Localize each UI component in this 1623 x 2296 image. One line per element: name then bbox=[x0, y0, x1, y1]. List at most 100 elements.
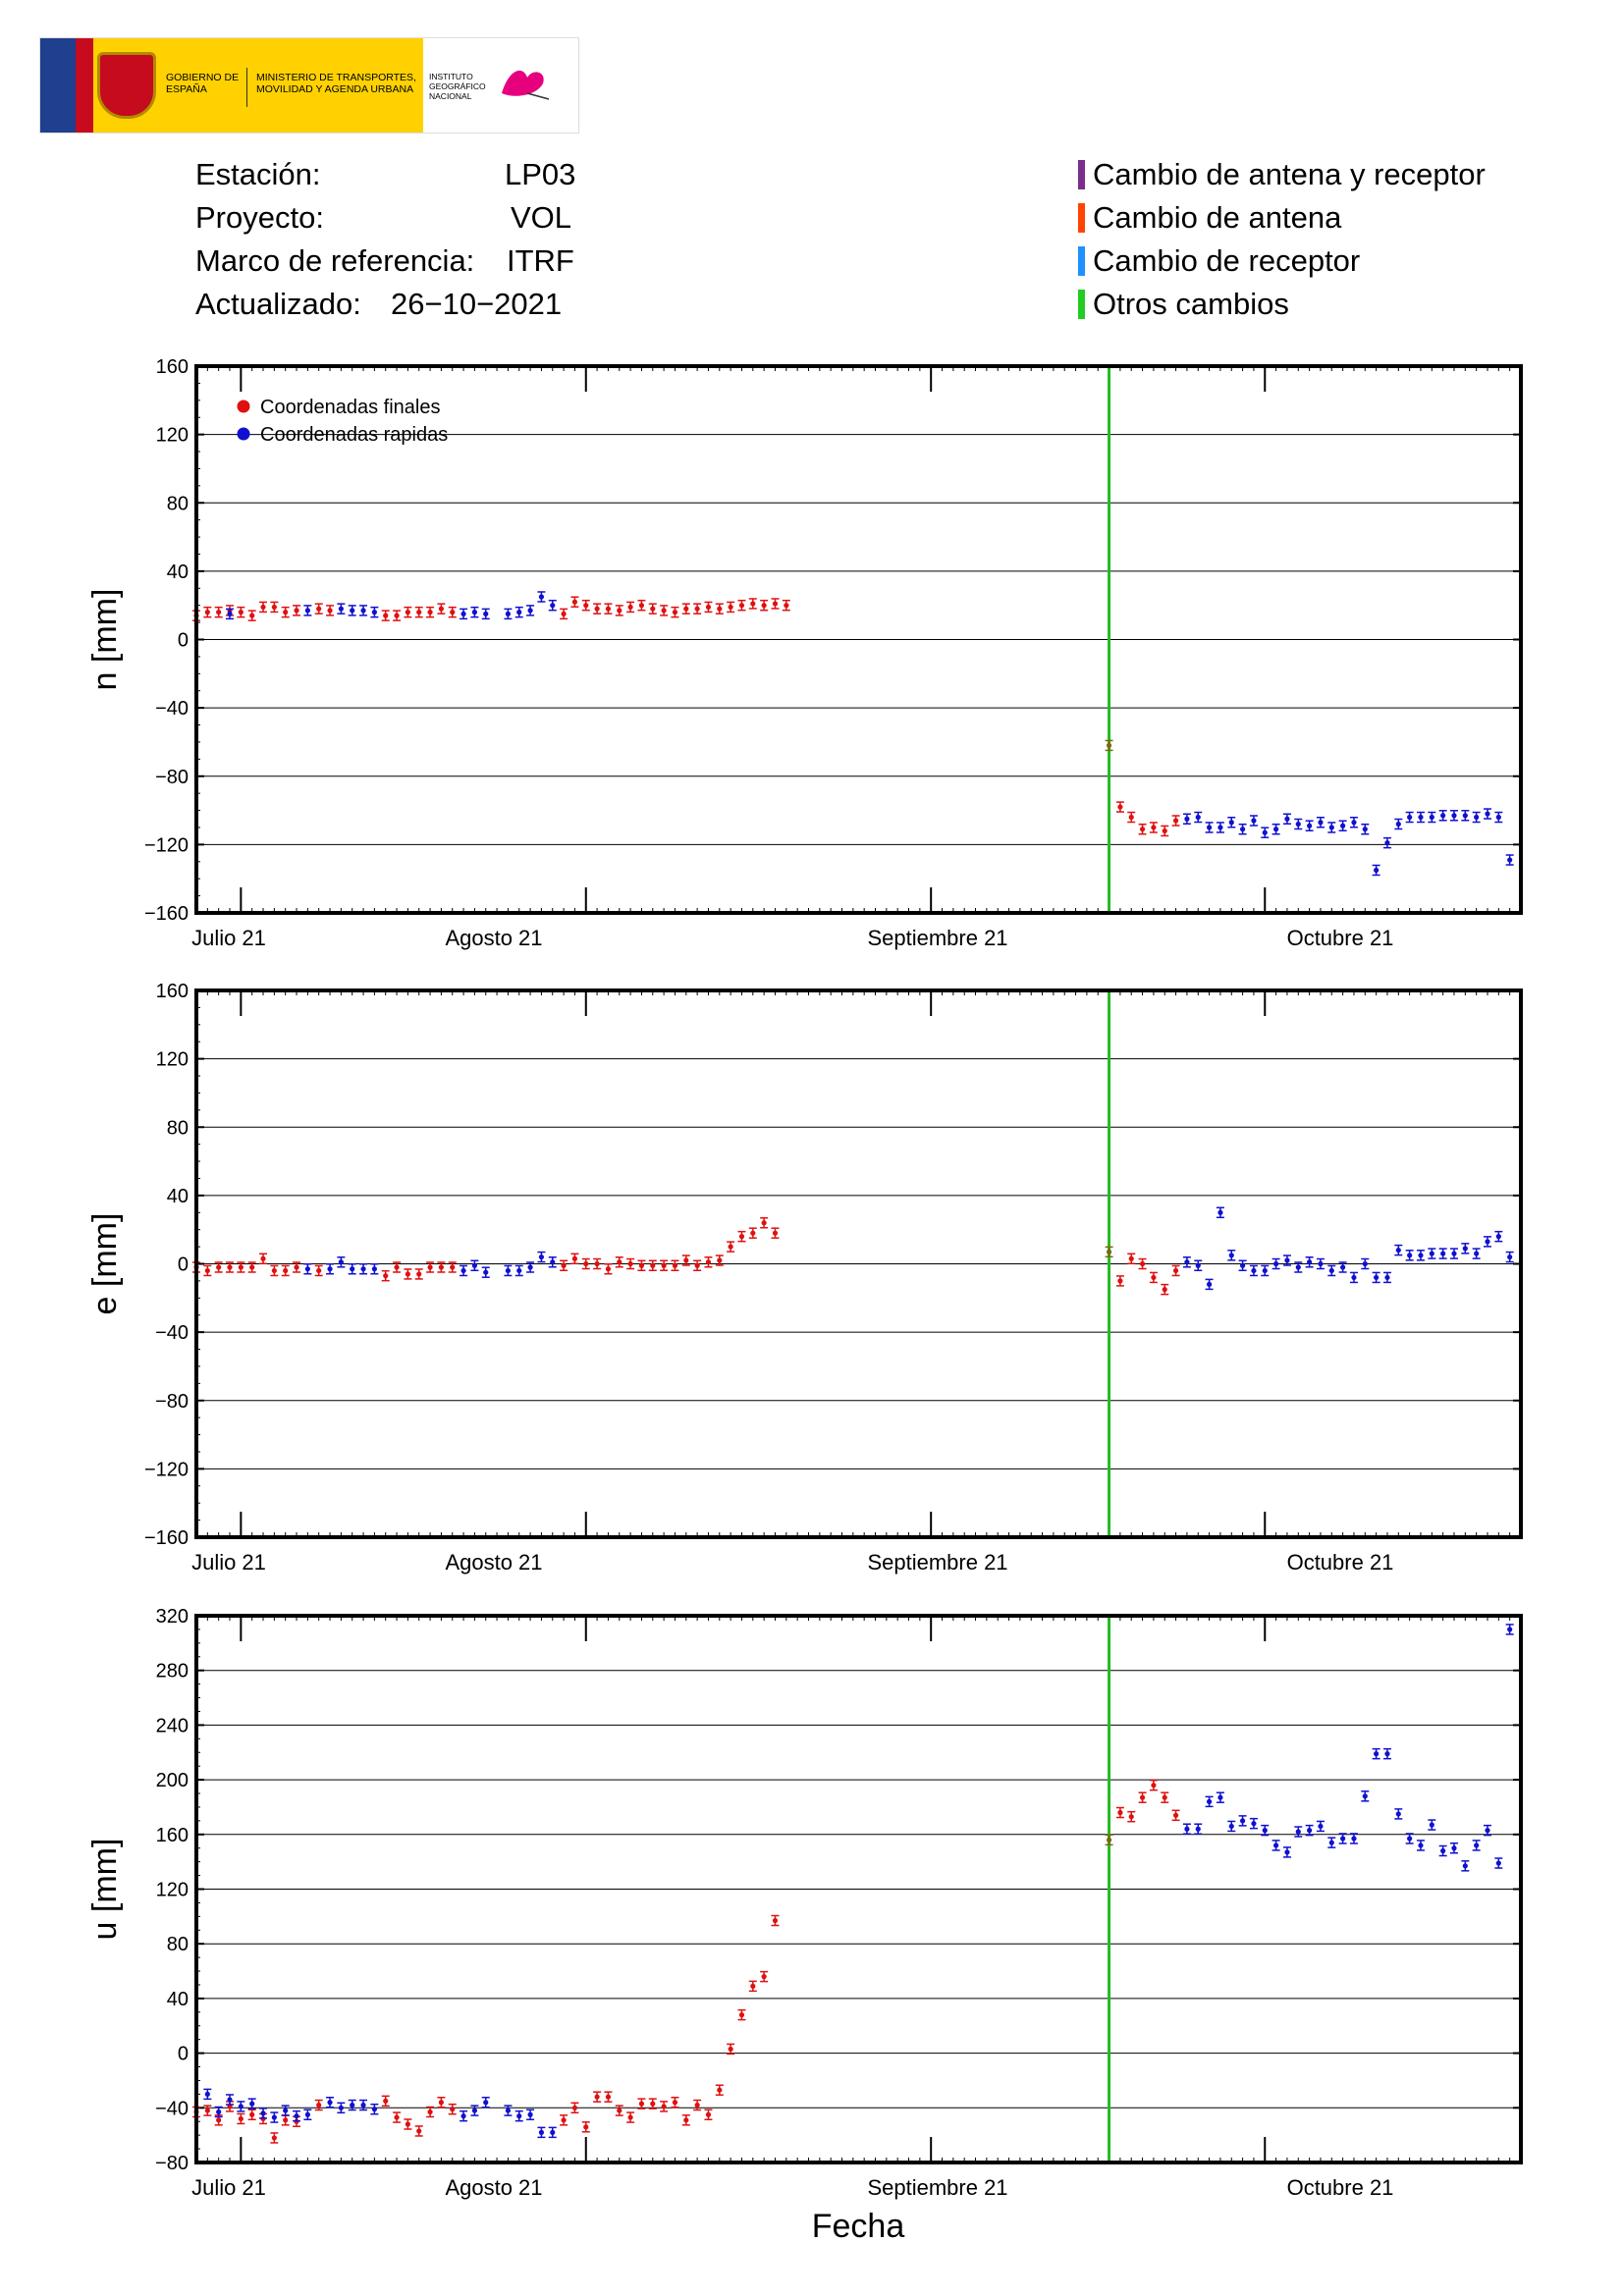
final-coordinate-point bbox=[648, 603, 657, 614]
final-coordinate-point bbox=[259, 1253, 268, 1265]
rapid-coordinate-point bbox=[1461, 1243, 1470, 1255]
final-coordinate-point bbox=[760, 1970, 769, 1983]
final-coordinate-point bbox=[1138, 1791, 1147, 1803]
station-value: LP03 bbox=[505, 157, 576, 191]
rapid-coordinate-point bbox=[226, 608, 235, 620]
rapid-coordinate-point bbox=[1294, 1261, 1303, 1273]
rapid-coordinate-point bbox=[1205, 1278, 1214, 1291]
final-coordinate-point bbox=[326, 605, 335, 616]
final-coordinate-point bbox=[1138, 823, 1147, 835]
rapid-coordinate-point bbox=[259, 2108, 268, 2119]
rapid-coordinate-point bbox=[337, 603, 346, 614]
rapid-coordinate-point bbox=[1428, 1248, 1436, 1259]
spain-flag-icon bbox=[76, 38, 93, 133]
rapid-coordinate-point bbox=[1449, 810, 1458, 822]
rapid-coordinate-point bbox=[470, 1259, 479, 1271]
rapid-coordinate-point bbox=[337, 2102, 346, 2114]
y-tick-label: 80 bbox=[167, 493, 189, 514]
rapid-coordinate-point bbox=[1349, 1833, 1358, 1844]
rapid-coordinate-point bbox=[470, 2105, 479, 2116]
final-coordinate-point bbox=[648, 2098, 657, 2109]
y-tick-label: −80 bbox=[155, 2153, 189, 2174]
rapid-coordinate-point bbox=[1261, 1264, 1270, 1277]
final-coordinate-point bbox=[626, 1257, 635, 1270]
final-coordinate-point bbox=[693, 1259, 702, 1271]
final-coordinate-point bbox=[760, 1216, 769, 1229]
rapid-coordinate-point bbox=[1294, 818, 1303, 830]
y-tick-label: 280 bbox=[156, 1661, 189, 1682]
final-coordinate-point bbox=[203, 1264, 212, 1277]
y-tick-label: −40 bbox=[155, 2098, 189, 2119]
y-tick-label: 0 bbox=[178, 1255, 189, 1276]
station-label: Estación: bbox=[195, 157, 321, 191]
y-axis-label: e [mm] bbox=[86, 1213, 124, 1315]
final-coordinate-point bbox=[414, 1268, 423, 1280]
rapid-coordinate-point bbox=[1394, 1808, 1403, 1820]
final-coordinate-point bbox=[1127, 1253, 1136, 1265]
eu-flag-icon bbox=[40, 38, 76, 133]
final-coordinate-point bbox=[637, 2098, 646, 2109]
rapid-coordinate-point bbox=[1282, 813, 1291, 826]
rapid-coordinate-point bbox=[1216, 1791, 1224, 1803]
final-coordinate-point bbox=[771, 1914, 780, 1927]
rapid-coordinate-point bbox=[348, 605, 356, 616]
rapid-coordinate-point bbox=[1261, 827, 1270, 838]
rapid-coordinate-point bbox=[526, 1261, 535, 1273]
final-coordinate-point bbox=[426, 1261, 435, 1273]
legend-label: Cambio de receptor bbox=[1093, 243, 1361, 278]
rapid-coordinate-point bbox=[1483, 1824, 1491, 1837]
rapid-coordinate-point bbox=[1327, 1837, 1336, 1848]
y-tick-label: −160 bbox=[144, 1527, 189, 1549]
final-coordinate-point bbox=[426, 2106, 435, 2118]
final-coordinate-point bbox=[270, 601, 279, 614]
final-coordinate-point bbox=[237, 1261, 245, 1273]
y-tick-label: 160 bbox=[156, 356, 189, 378]
final-coordinate-point bbox=[604, 2091, 613, 2103]
rapid-coordinate-point bbox=[1338, 1261, 1347, 1273]
final-coordinate-point bbox=[393, 2111, 402, 2123]
change-day-point bbox=[1105, 1246, 1113, 1258]
change-day-point bbox=[1105, 1834, 1113, 1846]
x-tick-label: Septiembre 21 bbox=[867, 2175, 1007, 2200]
y-tick-label: 40 bbox=[167, 561, 189, 583]
final-coordinate-point bbox=[615, 605, 623, 616]
rapid-coordinate-point bbox=[1205, 822, 1214, 833]
rapid-coordinate-point bbox=[1227, 1820, 1236, 1833]
y-tick-label: 40 bbox=[167, 1186, 189, 1207]
rapid-coordinate-point bbox=[1305, 1824, 1314, 1837]
final-coordinate-point bbox=[381, 610, 390, 621]
final-coordinate-point bbox=[560, 1259, 568, 1271]
rapid-coordinate-point bbox=[1382, 1271, 1391, 1284]
y-tick-label: 40 bbox=[167, 1989, 189, 2010]
rapid-coordinate-point bbox=[1449, 1842, 1458, 1854]
final-coordinate-point bbox=[314, 2099, 323, 2111]
final-coordinate-point bbox=[1171, 815, 1180, 827]
rapid-coordinate-point bbox=[247, 2098, 256, 2109]
y-axis-label: n [mm] bbox=[86, 589, 124, 691]
rapid-coordinate-point bbox=[460, 1264, 468, 1277]
rapid-coordinate-point bbox=[1216, 822, 1224, 833]
y-tick-label: −160 bbox=[144, 903, 189, 925]
rapid-coordinate-point bbox=[348, 1262, 356, 1275]
final-coordinate-point bbox=[247, 1261, 256, 1273]
rapid-coordinate-point bbox=[359, 2099, 368, 2111]
rapid-coordinate-point bbox=[1428, 1819, 1436, 1831]
rapid-coordinate-point bbox=[203, 2088, 212, 2101]
final-coordinate-point bbox=[693, 603, 702, 614]
y-tick-label: 120 bbox=[156, 1049, 189, 1071]
final-coordinate-point bbox=[214, 606, 223, 618]
final-coordinate-point bbox=[727, 601, 735, 614]
rapid-coordinate-point bbox=[1505, 1251, 1514, 1263]
rapid-coordinate-point bbox=[481, 2096, 490, 2109]
final-coordinate-point bbox=[727, 1241, 735, 1253]
rapid-coordinate-point bbox=[1349, 816, 1358, 828]
y-tick-label: −40 bbox=[155, 698, 189, 720]
change-legend: Cambio de antena y receptor Cambio de an… bbox=[1078, 153, 1486, 326]
station-info-values: LP03 VOL ITRF Actualizado: bbox=[503, 153, 575, 326]
rapid-coordinate-point bbox=[1438, 1248, 1447, 1259]
rapid-coordinate-point bbox=[1194, 811, 1203, 824]
rapid-coordinate-point bbox=[514, 1264, 523, 1277]
final-coordinate-point bbox=[782, 599, 790, 612]
rapid-coordinate-point bbox=[1282, 1846, 1291, 1858]
